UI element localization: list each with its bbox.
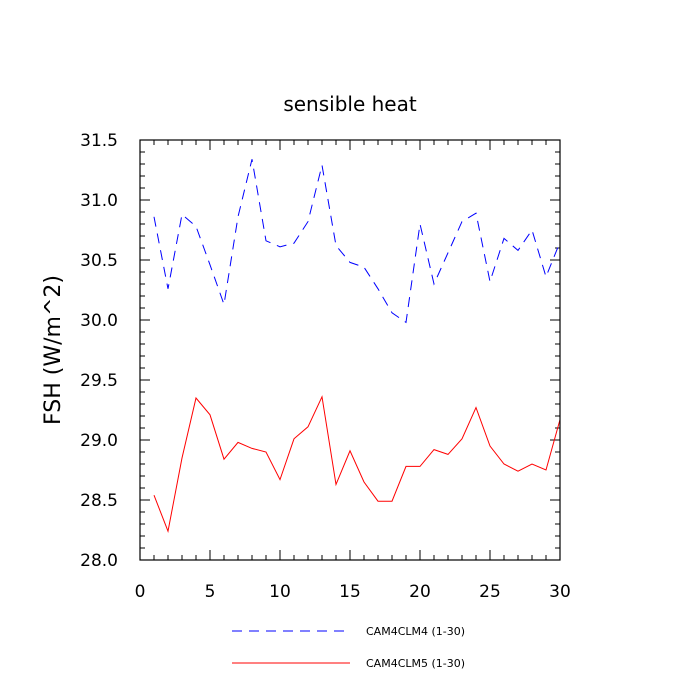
- y-tick-label: 31.0: [80, 191, 118, 211]
- x-tick-label: 20: [409, 582, 431, 602]
- chart-title: sensible heat: [283, 92, 417, 116]
- y-tick-label: 28.5: [80, 491, 118, 511]
- y-tick-label: 28.0: [80, 551, 118, 571]
- axis-tick-labels: 0 5 10 15 20 25 30 28.0 28.5 29.0 29.5 30.0 30.5 31.0…: [80, 131, 571, 602]
- y-tick-label: 29.0: [80, 431, 118, 451]
- x-tick-label: 0: [135, 582, 146, 602]
- axis-ticks: [139, 139, 561, 561]
- y-tick-label: 29.5: [80, 371, 118, 391]
- y-tick-label: 30.5: [80, 251, 118, 271]
- series-line-2: [153, 395, 561, 534]
- x-tick-label: 30: [549, 582, 571, 602]
- y-tick-label: 31.5: [80, 131, 118, 151]
- y-tick-label: 30.0: [80, 311, 118, 331]
- legend: CAM4CLM4 (1-30) CAM4CLM5 (1-30): [232, 625, 465, 670]
- x-tick-label: 10: [269, 582, 291, 602]
- x-tick-label: 5: [205, 582, 216, 602]
- series-line-1: [153, 159, 561, 324]
- x-tick-label: 15: [339, 582, 361, 602]
- x-tick-label: 25: [479, 582, 501, 602]
- legend-label-1: CAM4CLM4 (1-30): [366, 625, 465, 638]
- legend-label-2: CAM4CLM5 (1-30): [366, 657, 465, 670]
- y-axis-label: FSH (W/m^2): [41, 275, 66, 425]
- data-series: [153, 159, 561, 534]
- plot-frame: [139, 139, 561, 561]
